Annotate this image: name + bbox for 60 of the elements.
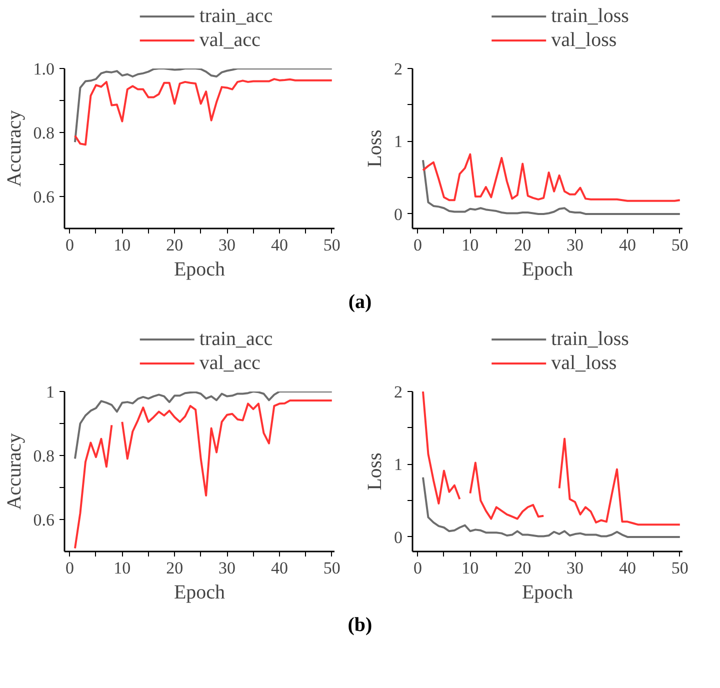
x-tick-label: 50 (671, 236, 688, 254)
x-axis-title: Epoch (522, 582, 574, 604)
x-axis-title: Epoch (174, 258, 226, 280)
line-series (74, 392, 333, 460)
y-tick-label: 0 (394, 528, 402, 547)
line-series (422, 153, 681, 202)
x-tick-label: 40 (618, 236, 636, 254)
x-tick-label: 30 (566, 236, 584, 254)
legend-label: val_loss (551, 28, 617, 52)
x-tick-label: 30 (218, 558, 236, 578)
y-tick-label: 0.6 (33, 188, 54, 206)
y-tick-label: 0.8 (33, 124, 54, 142)
line-series (74, 78, 333, 146)
legend-label: train_loss (551, 4, 629, 28)
x-tick-label: 30 (218, 236, 236, 254)
y-tick-label: 0 (394, 204, 402, 224)
x-tick-label: 20 (514, 236, 532, 254)
x-tick-label: 0 (413, 236, 422, 254)
line-series (422, 476, 681, 538)
x-tick-label: 10 (114, 236, 131, 254)
y-tick-label: 1 (394, 132, 402, 152)
y-tick-label: 1 (46, 382, 54, 402)
legend-label: val_acc (199, 351, 260, 375)
x-tick-label: 10 (462, 558, 479, 578)
y-axis-title: Loss (364, 129, 386, 168)
legend-label: val_loss (551, 351, 617, 375)
x-tick-label: 50 (323, 558, 340, 578)
text: (b) (348, 613, 372, 638)
x-tick-label: 30 (566, 558, 584, 578)
legend-label: train_loss (551, 327, 629, 351)
text: (a) (348, 290, 372, 315)
x-tick-label: 0 (65, 558, 74, 578)
y-tick-label: 2 (394, 60, 402, 78)
y-tick-label: 2 (394, 382, 402, 402)
x-axis-title: Epoch (522, 258, 574, 280)
legend-label: train_acc (199, 327, 273, 351)
line-series (422, 159, 681, 215)
legend-label: val_acc (199, 28, 260, 52)
y-axis-title: Accuracy (3, 110, 26, 187)
y-tick-label: 1 (394, 455, 402, 474)
x-axis-title: Epoch (174, 582, 226, 604)
x-tick-label: 0 (65, 236, 74, 254)
x-tick-label: 10 (114, 558, 131, 578)
x-tick-label: 0 (413, 558, 422, 578)
y-axis-title: Accuracy (3, 433, 26, 510)
x-tick-label: 40 (618, 558, 636, 578)
y-axis-title: Loss (364, 452, 386, 490)
x-tick-label: 40 (270, 558, 288, 578)
x-tick-label: 20 (514, 558, 532, 578)
x-tick-label: 50 (671, 558, 688, 578)
y-tick-label: 0.6 (33, 510, 54, 530)
x-tick-label: 40 (270, 236, 288, 254)
line-series (74, 68, 333, 144)
y-tick-label: 0.8 (33, 446, 54, 466)
x-tick-label: 50 (323, 236, 340, 254)
x-tick-label: 10 (462, 236, 479, 254)
x-tick-label: 20 (166, 236, 184, 254)
y-tick-label: 1.0 (33, 60, 54, 78)
x-tick-label: 20 (166, 558, 184, 578)
legend-label: train_acc (199, 4, 273, 28)
